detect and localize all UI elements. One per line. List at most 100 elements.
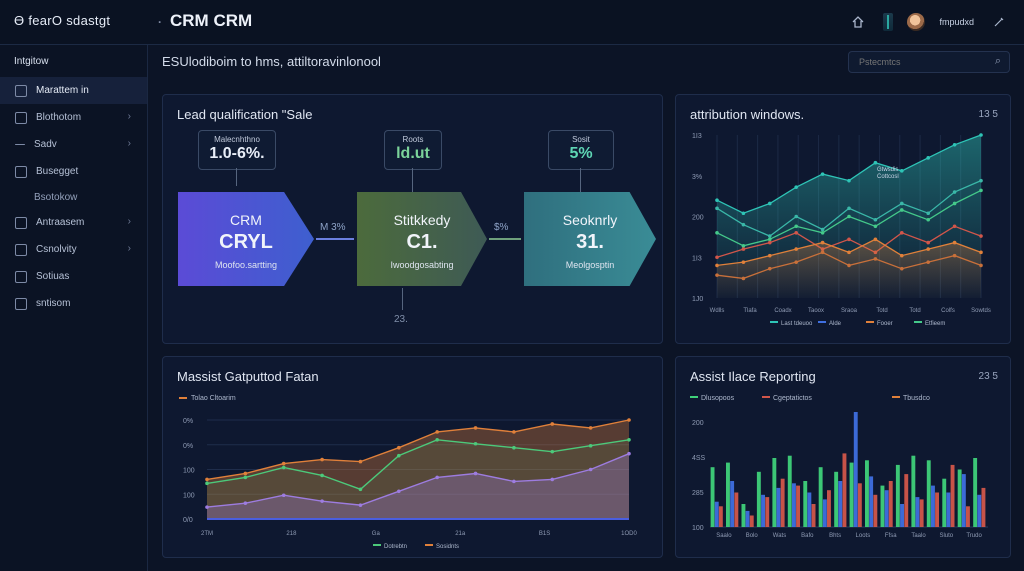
username[interactable]: fmpudxd bbox=[939, 17, 974, 27]
bar-green bbox=[741, 504, 746, 527]
data-point bbox=[473, 426, 478, 430]
stage-caption: Iwoodgosabting bbox=[390, 260, 454, 270]
y-tick-label: 4SS bbox=[692, 455, 706, 462]
data-point bbox=[979, 234, 983, 238]
bar-blue bbox=[822, 499, 827, 527]
bar-red bbox=[919, 499, 924, 527]
bar-red bbox=[842, 453, 847, 527]
bar-red bbox=[780, 478, 785, 527]
data-point bbox=[952, 142, 957, 147]
bar-green bbox=[849, 462, 854, 527]
y-tick-label: 1J0 bbox=[692, 296, 703, 303]
data-point bbox=[820, 172, 825, 176]
sidebar-item-6[interactable]: Antraasem › bbox=[0, 209, 147, 236]
data-point bbox=[900, 208, 904, 212]
data-point bbox=[873, 237, 878, 242]
y-tick-label: 1I3 bbox=[692, 255, 702, 262]
data-point bbox=[926, 260, 930, 264]
bar-green bbox=[880, 485, 885, 527]
legend-label: Sosidnts bbox=[436, 544, 459, 550]
data-point bbox=[926, 247, 930, 251]
search-icon[interactable]: ⌕ bbox=[994, 55, 1001, 67]
y-tick-label: 200 bbox=[692, 215, 704, 222]
sidebar-item-4[interactable]: Busegget bbox=[0, 158, 147, 185]
data-point bbox=[979, 178, 983, 183]
data-point bbox=[715, 255, 719, 260]
bar-blue bbox=[776, 487, 781, 527]
assisted-chart: Tolao Cltoarim 0% 0% 100 100 0/0 2TM 218 Ga 21a B1… bbox=[179, 395, 637, 550]
sidebar-item-9[interactable]: sntisom bbox=[0, 290, 147, 317]
bar-blue bbox=[853, 412, 858, 527]
x-tick-label: Ffsa bbox=[885, 533, 897, 539]
y-tick-label: 0/0 bbox=[183, 517, 193, 524]
bar-green bbox=[911, 455, 916, 527]
kpi-label: Sosit bbox=[572, 135, 590, 144]
data-point bbox=[900, 201, 904, 206]
x-tick-label: Bolo bbox=[746, 533, 759, 539]
bars-icon[interactable] bbox=[883, 13, 894, 31]
x-tick-label: Coadx bbox=[774, 308, 791, 314]
stage-value: CRYL bbox=[219, 231, 273, 253]
data-point bbox=[847, 206, 851, 211]
data-point bbox=[205, 505, 209, 509]
bar-blue bbox=[745, 510, 750, 527]
funnel-stage-2[interactable]: Stitkkedy C1. Iwoodgosabting bbox=[357, 192, 487, 286]
sidebar-subitem[interactable]: Bsotokow bbox=[34, 191, 78, 203]
bar-red bbox=[935, 492, 939, 527]
data-point bbox=[847, 237, 851, 242]
sidebar: Intgitow Marattem in Blothotom › Sadv › Bu… bbox=[0, 45, 148, 571]
sidebar-item-3[interactable]: Sadv › bbox=[0, 131, 147, 158]
data-point bbox=[820, 227, 825, 232]
edit-icon[interactable] bbox=[988, 11, 1010, 33]
search-input[interactable] bbox=[857, 56, 985, 68]
data-point bbox=[243, 475, 248, 480]
sidebar-item-7[interactable]: Csnolvity › bbox=[0, 236, 147, 263]
data-point bbox=[435, 430, 439, 434]
bar-green bbox=[834, 471, 839, 527]
bar-red bbox=[765, 497, 770, 527]
search-box[interactable]: ⌕ bbox=[848, 51, 1010, 73]
assist-reporting-meta: 23 5 bbox=[978, 371, 998, 382]
data-point bbox=[952, 201, 957, 206]
bar-green bbox=[957, 469, 962, 527]
bar-blue bbox=[931, 485, 935, 527]
arrow-icon bbox=[316, 238, 354, 240]
chevron-right-icon: › bbox=[127, 243, 131, 254]
x-tick-label: Sowtds bbox=[971, 308, 991, 314]
chart-annotation: Gtwsdis bbox=[877, 167, 898, 173]
data-point bbox=[741, 276, 746, 281]
x-tick-label: Colfs bbox=[941, 308, 955, 314]
series-line-purple bbox=[206, 453, 630, 508]
sidebar-item-2[interactable]: Blothotom › bbox=[0, 104, 147, 131]
data-point bbox=[358, 459, 363, 464]
legend-label: Etfieem bbox=[925, 321, 945, 327]
data-point bbox=[926, 156, 930, 160]
bar-blue bbox=[946, 492, 951, 527]
data-point bbox=[979, 188, 983, 193]
data-point bbox=[473, 471, 478, 476]
data-point bbox=[588, 443, 593, 448]
attribution-panel: attribution windows. 13 5 1I3 3% 200 1I3 1J0… bbox=[675, 94, 1011, 344]
sidebar-item-8[interactable]: Sotiuas bbox=[0, 263, 147, 290]
funnel-stage-1[interactable]: CRM CRYL Moofoo.sartting bbox=[178, 192, 314, 286]
data-point bbox=[979, 133, 983, 137]
avatar[interactable] bbox=[907, 13, 926, 31]
data-point bbox=[358, 503, 363, 507]
chart-annotation: Cottcosl bbox=[877, 174, 899, 180]
kpi-stem bbox=[236, 168, 237, 186]
sidebar-item-1[interactable]: Marattem in bbox=[0, 77, 147, 104]
folder-icon bbox=[15, 84, 27, 97]
x-tick-label: B1S bbox=[539, 531, 550, 537]
x-tick-label: Totd bbox=[909, 308, 920, 314]
assist-reporting-chart: Dlusopoos Cgeptatictos Tbusdco 200 4SS 285 100… bbox=[690, 395, 988, 539]
data-point bbox=[768, 240, 772, 245]
brand-logo[interactable]: Ɵ fearO sdastgt bbox=[14, 13, 111, 28]
lock-icon bbox=[15, 165, 27, 178]
funnel-stage-3[interactable]: Seoknrly 31. Meolgosptin bbox=[524, 192, 656, 286]
home-icon[interactable] bbox=[847, 11, 869, 33]
data-point bbox=[741, 260, 746, 264]
assisted-title: Massist Gatputtod Fatan bbox=[177, 369, 319, 384]
series-area bbox=[717, 239, 981, 298]
data-point bbox=[435, 438, 439, 442]
